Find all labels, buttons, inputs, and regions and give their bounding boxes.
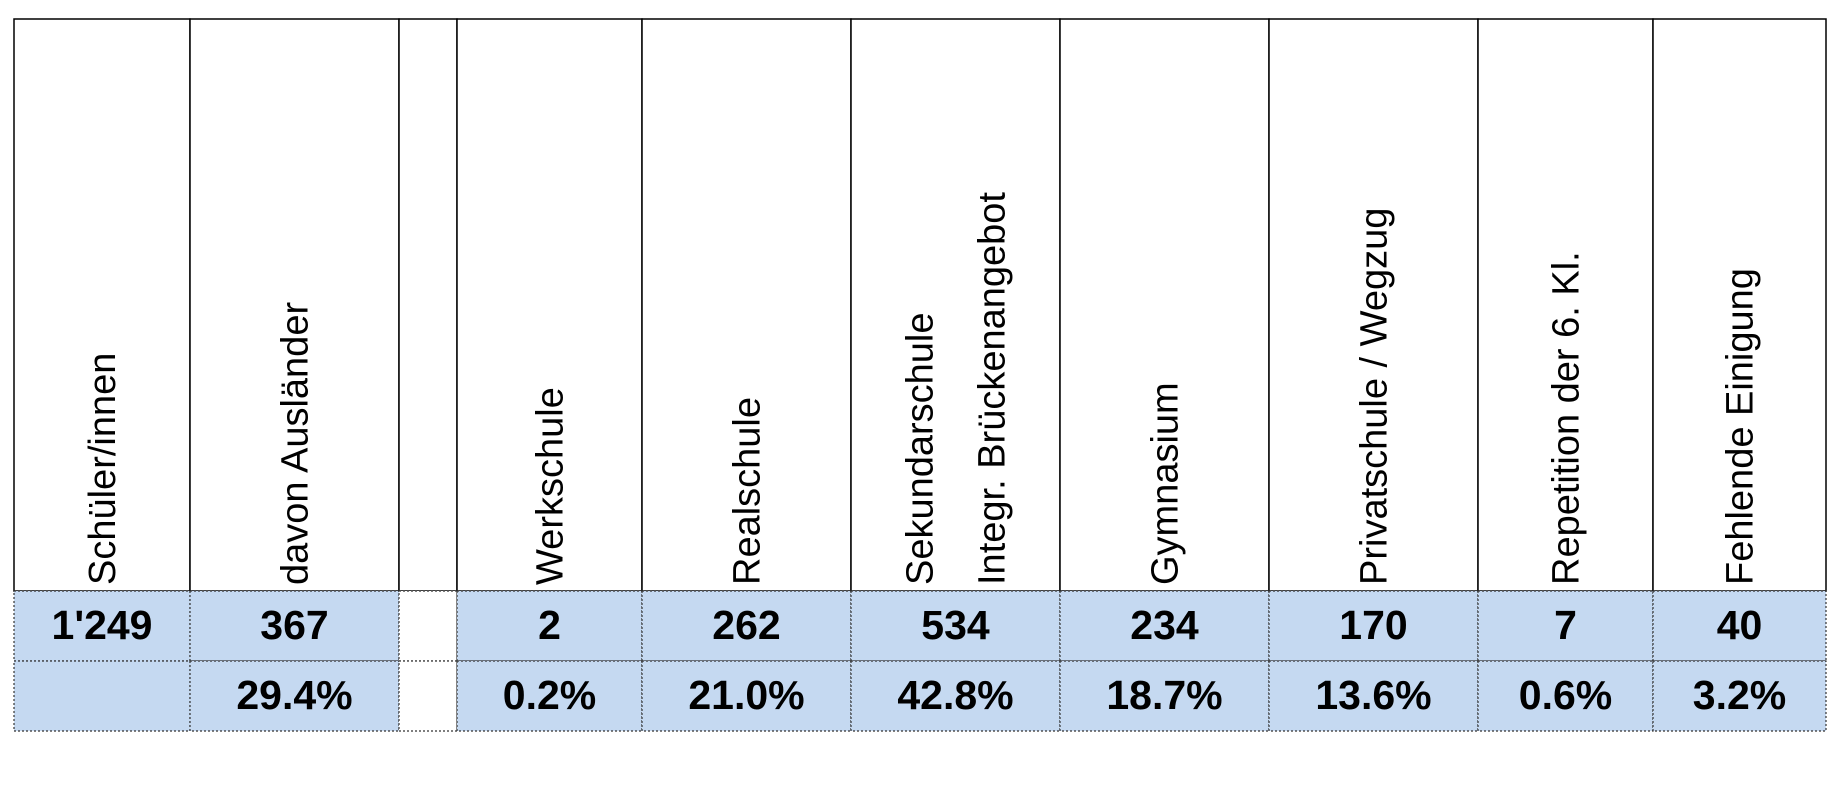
data-cell — [398, 660, 458, 732]
data-cell — [189, 590, 400, 662]
header-label: Realschule — [727, 397, 769, 585]
data-cell — [1652, 590, 1827, 662]
data-cell — [1652, 660, 1827, 732]
header-cell — [1059, 18, 1270, 592]
header-cell — [1652, 18, 1827, 592]
data-value: 0.6% — [1519, 672, 1612, 718]
data-value: 170 — [1339, 602, 1407, 648]
data-cell — [1477, 660, 1654, 732]
data-cell — [456, 660, 643, 732]
header-label: Repetition der 6. Kl. — [1546, 251, 1588, 585]
data-value: 534 — [921, 602, 990, 648]
data-cell — [1268, 660, 1479, 732]
header-label: Gymnasium — [1145, 382, 1187, 585]
data-value: 3.2% — [1693, 672, 1786, 718]
data-value: 234 — [1130, 602, 1199, 648]
data-cell — [456, 590, 643, 662]
header-cell — [456, 18, 643, 592]
header-cell — [13, 18, 191, 592]
header-label: davon Ausländer — [275, 302, 317, 585]
header-label: Schüler/innen — [82, 353, 124, 585]
data-value: 42.8% — [897, 672, 1013, 718]
data-value: 367 — [260, 602, 328, 648]
header-cell — [398, 18, 458, 592]
header-label: Privatschule / Wegzug — [1354, 208, 1396, 585]
data-cell — [13, 660, 191, 732]
data-cell — [641, 590, 852, 662]
header-label: Werkschule — [530, 387, 572, 585]
data-value: 1'249 — [52, 602, 153, 648]
data-cell — [398, 590, 458, 662]
header-label: Sekundarschule — [900, 312, 942, 585]
data-value: 40 — [1717, 602, 1763, 648]
header-cell — [1477, 18, 1654, 592]
header-cell — [850, 18, 1061, 592]
data-cell — [1059, 660, 1270, 732]
data-value: 29.4% — [236, 672, 352, 718]
header-cell — [641, 18, 852, 592]
header-label: Fehlende Einigung — [1720, 268, 1762, 585]
data-value: 13.6% — [1315, 672, 1431, 718]
data-value: 18.7% — [1106, 672, 1222, 718]
header-cell — [1268, 18, 1479, 592]
header-cell — [189, 18, 400, 592]
data-cell — [641, 660, 852, 732]
data-cell — [13, 590, 191, 662]
data-value: 262 — [712, 602, 780, 648]
data-value: 2 — [538, 602, 561, 648]
data-value: 21.0% — [688, 672, 804, 718]
header-label: Integr. Brückenangebot — [972, 192, 1014, 585]
data-cell — [850, 590, 1061, 662]
data-value: 0.2% — [503, 672, 596, 718]
data-value: 7 — [1554, 602, 1577, 648]
data-cell — [850, 660, 1061, 732]
